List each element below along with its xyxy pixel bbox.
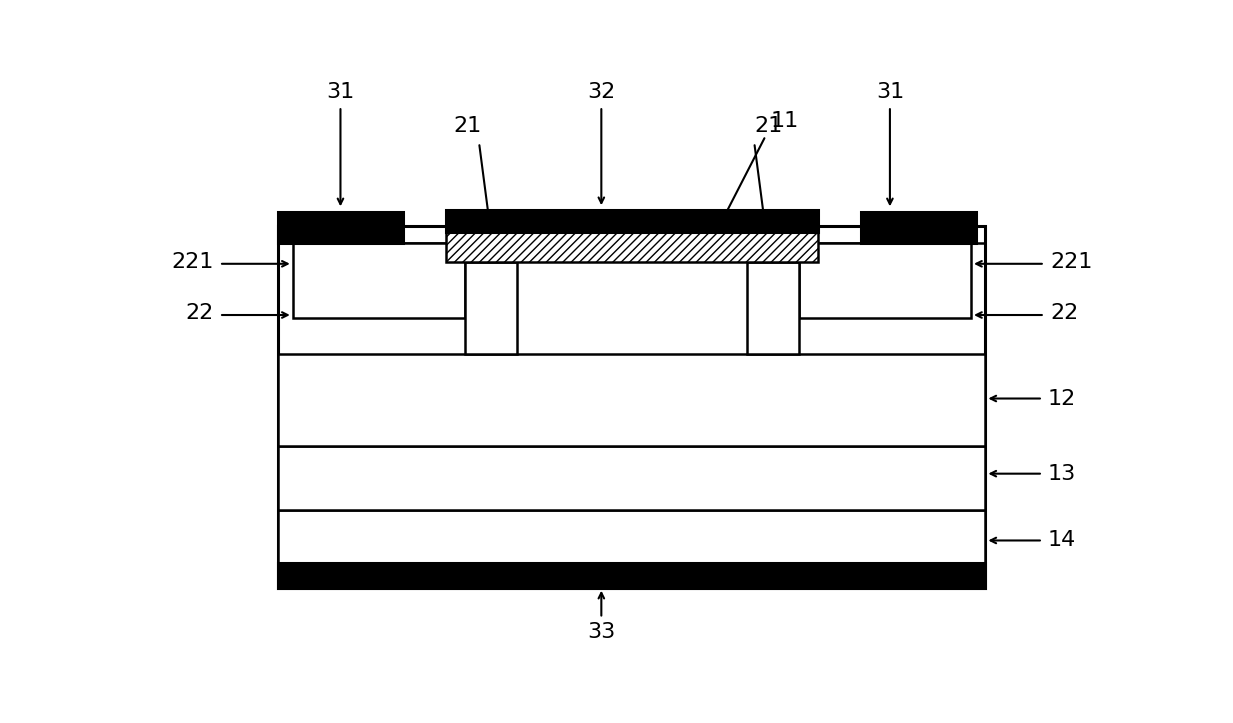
Text: 22: 22 (1051, 303, 1079, 322)
Bar (445, 231, 819, 262)
Text: 32: 32 (587, 82, 615, 103)
Bar (279, 212, 403, 243)
Text: 33: 33 (587, 623, 615, 642)
Bar (747, 262, 799, 354)
Bar (279, 226, 985, 588)
Bar (292, 243, 465, 318)
Bar (279, 354, 985, 446)
Bar (799, 243, 972, 318)
Bar (445, 210, 819, 231)
Bar (465, 262, 518, 354)
Text: 31: 31 (875, 82, 904, 103)
Text: 14: 14 (1048, 531, 1076, 550)
Text: 13: 13 (1048, 463, 1076, 484)
Bar (861, 212, 977, 243)
Text: 12: 12 (1048, 388, 1076, 408)
Text: 22: 22 (185, 303, 213, 322)
Text: 21: 21 (454, 116, 482, 136)
Text: 31: 31 (327, 82, 355, 103)
Bar (279, 562, 985, 588)
Text: 221: 221 (1051, 252, 1092, 272)
Text: 11: 11 (771, 111, 799, 132)
Text: 21: 21 (755, 116, 783, 136)
Bar (279, 510, 985, 562)
Bar (279, 446, 985, 510)
Text: 221: 221 (171, 252, 213, 272)
